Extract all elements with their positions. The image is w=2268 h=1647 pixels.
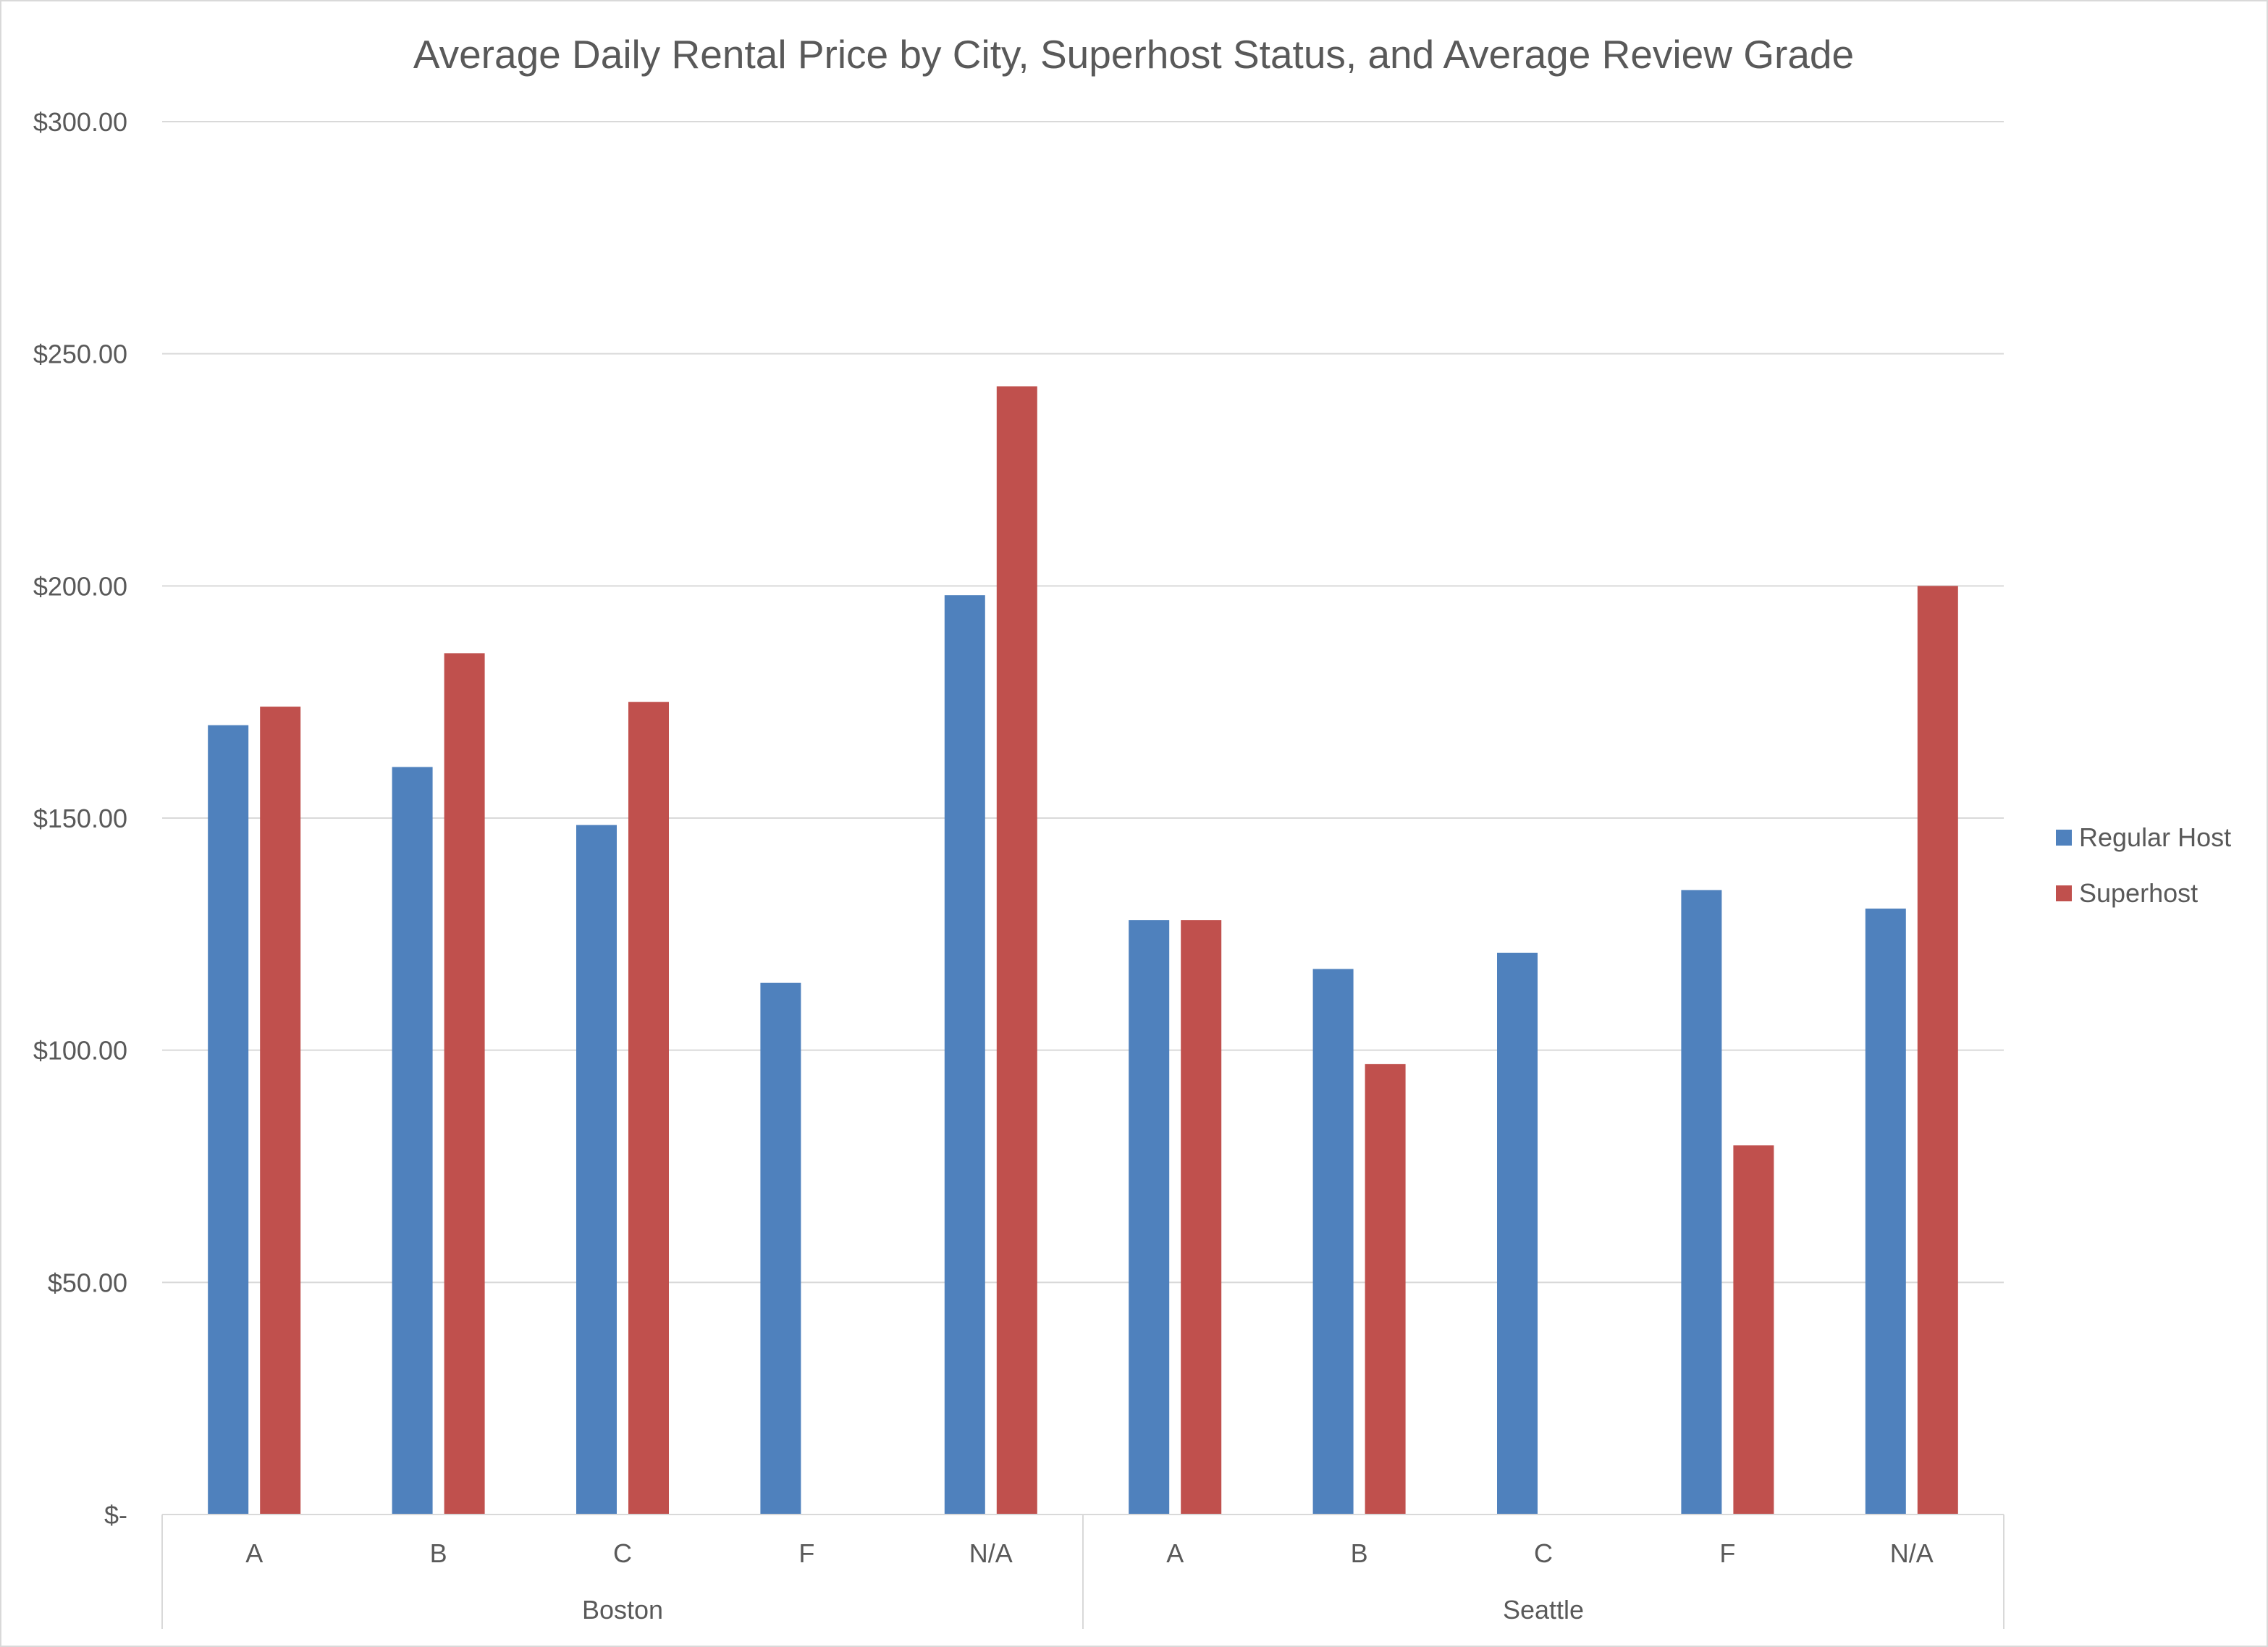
bar-regular-host-3 [576,825,617,1515]
bar-regular-host-2 [392,767,433,1515]
bars [208,386,1958,1515]
x-category-label: A [1166,1538,1184,1568]
bar-superhost-9 [1733,1145,1774,1515]
y-axis-ticks: $- $50.00 $100.00 $150.00 $200.00 $250.00 $300… [33,107,127,1530]
x-category-label: F [1719,1538,1735,1568]
y-tick-label: $250.00 [33,340,127,369]
bar-superhost-10 [1917,586,1958,1515]
gridlines [162,121,2004,1284]
bar-regular-host-9 [1681,890,1722,1515]
bar-superhost-7 [1365,1063,1406,1515]
x-group-label: Seattle [1503,1595,1584,1625]
bar-superhost-1 [260,707,301,1515]
bar-superhost-5 [996,386,1037,1515]
x-category-label: N/A [969,1538,1013,1568]
y-tick-label: $50.00 [48,1268,127,1297]
x-category-label: B [430,1538,447,1568]
x-category-label: F [798,1538,814,1568]
x-category-label: A [245,1538,263,1568]
bar-regular-host-4 [760,982,801,1515]
bar-regular-host-8 [1497,952,1538,1515]
legend-swatch [2056,830,2072,846]
bar-superhost-3 [628,702,669,1515]
x-category-label: C [1534,1538,1553,1568]
x-category-label: N/A [1890,1538,1934,1568]
bar-regular-host-7 [1312,969,1354,1515]
x-category-label: C [613,1538,632,1568]
legend: Regular Host Superhost [2056,822,2231,908]
legend-swatch [2056,885,2072,901]
y-tick-label: $200.00 [33,571,127,601]
legend-label: Superhost [2079,878,2198,908]
x-category-label: B [1351,1538,1368,1568]
bar-regular-host-6 [1129,920,1170,1515]
x-axis: A B C F N/A Boston A B C F N/A Seattle [161,1514,2004,1629]
legend-label: Regular Host [2079,822,2231,852]
y-tick-label: $100.00 [33,1036,127,1066]
y-tick-label: $150.00 [33,804,127,833]
chart-title: Average Daily Rental Price by City, Supe… [413,32,1854,77]
y-tick-label: $300.00 [33,107,127,137]
bar-superhost-2 [444,653,485,1515]
y-tick-label: $- [104,1500,127,1530]
bar-regular-host-1 [208,725,249,1515]
bar-superhost-6 [1181,920,1222,1515]
x-group-label: Boston [582,1595,663,1625]
bar-regular-host-5 [944,595,985,1515]
bar-regular-host-10 [1865,909,1906,1515]
